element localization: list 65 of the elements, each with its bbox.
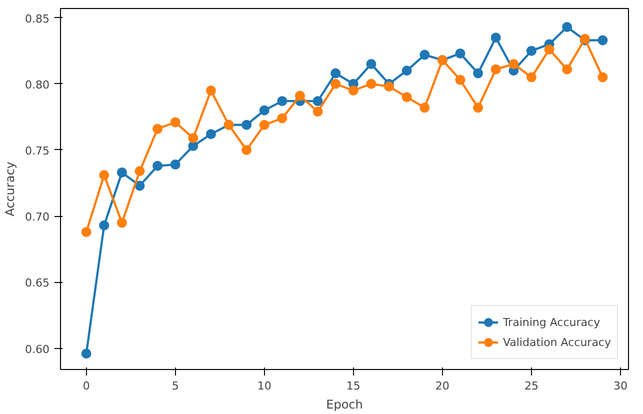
- point: [259, 105, 270, 116]
- point: [420, 102, 430, 113]
- point: [116, 167, 127, 178]
- point: [402, 66, 412, 76]
- point: [134, 166, 145, 176]
- point: [473, 68, 484, 78]
- point: [242, 120, 252, 130]
- x-tick-label: 25: [524, 380, 538, 392]
- point: [170, 117, 180, 128]
- y-tick-label: 0.85: [25, 12, 50, 26]
- point: [330, 68, 341, 78]
- point: [152, 160, 163, 171]
- point: [402, 92, 412, 102]
- point: [366, 78, 376, 89]
- point: [312, 106, 323, 117]
- point: [526, 72, 536, 82]
- x-tick-label: 15: [346, 380, 360, 392]
- point: [490, 32, 501, 43]
- point: [81, 348, 92, 359]
- x-tick-label: 5: [172, 380, 179, 392]
- y-tick-label: 0.65: [25, 276, 50, 290]
- point: [294, 90, 305, 101]
- y-tick-label: 0.70: [25, 210, 50, 224]
- point: [544, 44, 554, 54]
- point: [384, 82, 394, 92]
- point: [188, 133, 198, 144]
- point: [598, 35, 608, 46]
- point: [259, 120, 270, 130]
- point: [206, 85, 216, 96]
- point: [330, 78, 341, 89]
- point: [598, 72, 608, 82]
- y-tick-label: 0.60: [25, 342, 50, 356]
- point: [490, 64, 501, 74]
- point: [81, 226, 92, 237]
- point: [152, 124, 163, 134]
- point: [562, 64, 572, 74]
- point: [99, 170, 110, 180]
- point: [366, 59, 376, 70]
- point: [526, 46, 536, 56]
- point: [206, 129, 216, 140]
- point: [562, 22, 572, 32]
- point: [348, 85, 358, 96]
- x-axis-title: Epoch: [326, 398, 363, 412]
- point: [170, 160, 180, 170]
- x-tick-label: 0: [82, 380, 90, 392]
- point: [99, 220, 110, 230]
- point: [277, 113, 288, 124]
- point: [242, 145, 252, 155]
- y-tick-label: 0.80: [25, 78, 50, 92]
- x-tick-label: 10: [257, 380, 272, 392]
- point: [508, 59, 519, 70]
- point: [420, 50, 430, 60]
- point: [134, 180, 145, 191]
- point: [312, 96, 323, 106]
- point: [455, 48, 466, 58]
- x-tick-label: 20: [435, 380, 450, 392]
- legend-label: Training Accuracy: [502, 316, 600, 328]
- legend-label: Validation Accuracy: [502, 336, 611, 348]
- x-tick-label: 30: [613, 380, 628, 392]
- point: [277, 96, 288, 106]
- point: [455, 74, 466, 85]
- y-tick-label: 0.75: [25, 144, 50, 158]
- point: [116, 218, 127, 228]
- y-axis-title: Accuracy: [3, 162, 18, 216]
- point: [473, 102, 484, 113]
